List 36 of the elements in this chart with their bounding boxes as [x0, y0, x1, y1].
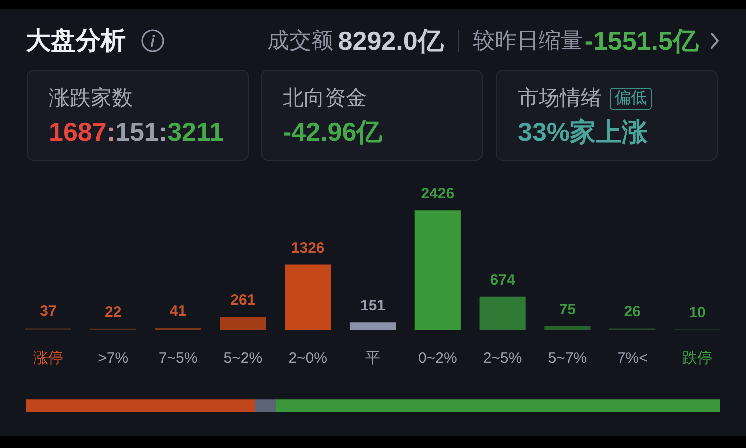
x-tick-label: 2~5% [483, 350, 522, 368]
x-tick-label: 涨停 [33, 350, 64, 368]
bar [220, 317, 266, 330]
x-tick-label: 7%< [617, 350, 648, 368]
x-tick-label: 5~7% [548, 350, 588, 368]
x-tick-label: 跌停 [682, 350, 713, 368]
text: 8292.0亿 [338, 26, 444, 56]
text: 成交额 [267, 27, 334, 55]
data-label: 75 [559, 301, 576, 318]
text: -1551.5亿 [584, 26, 699, 56]
x-tick-label: 0~2% [418, 350, 458, 368]
data-label: 151 [360, 298, 386, 315]
bar [544, 326, 591, 330]
x-tick-label: >7% [98, 350, 129, 368]
text: 较昨日缩量 [472, 27, 583, 55]
data-label: 41 [170, 302, 187, 320]
data-label: 261 [230, 292, 256, 310]
text: 大盘分析 [26, 26, 126, 56]
card: 市场情绪 偏低 33%家上涨 [496, 70, 718, 161]
data-label: 26 [624, 304, 641, 321]
data-label: 674 [490, 272, 516, 289]
bar [480, 296, 526, 330]
x-tick-label: 5~2% [224, 350, 263, 368]
bar [350, 322, 396, 330]
bar [285, 264, 332, 330]
x-tick-label: 7~5% [158, 350, 198, 368]
data-label: 22 [105, 304, 122, 321]
data-label: 1326 [291, 240, 325, 257]
data-label: 2426 [421, 186, 455, 203]
data-label: 10 [689, 304, 706, 322]
card: 北向资金 -42.96亿 [261, 70, 483, 161]
bar [414, 210, 461, 330]
x-tick-label: 2~0% [288, 350, 328, 368]
x-tick-label: 平 [366, 350, 380, 368]
data-label: 37 [40, 303, 57, 320]
card: 涨跌家数 1687:151:3211 [27, 70, 249, 161]
